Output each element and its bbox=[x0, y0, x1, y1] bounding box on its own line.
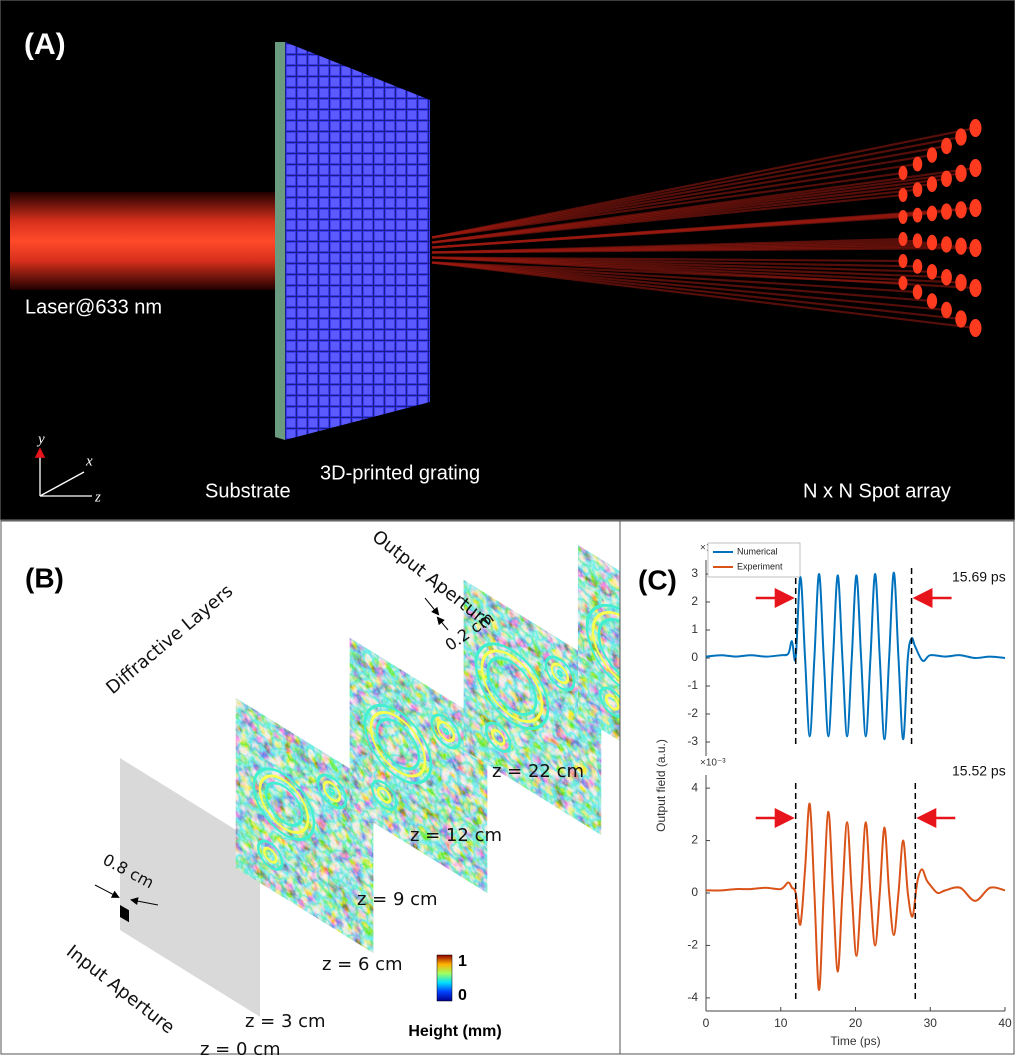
z-label: z = 12 cm bbox=[410, 825, 502, 846]
spot bbox=[955, 238, 966, 255]
substrate-label: Substrate bbox=[205, 480, 291, 502]
spot bbox=[970, 319, 982, 337]
spot bbox=[913, 259, 923, 274]
spot bbox=[955, 165, 966, 182]
spot bbox=[970, 199, 982, 217]
spot bbox=[899, 166, 908, 180]
spot bbox=[913, 208, 923, 223]
substrate-shape bbox=[275, 42, 285, 440]
spot bbox=[927, 264, 937, 280]
z-label: z = 3 cm bbox=[245, 1011, 326, 1032]
spot bbox=[913, 233, 923, 248]
spot bbox=[927, 176, 937, 192]
spot bbox=[927, 235, 937, 251]
spot bbox=[955, 201, 966, 218]
spot bbox=[899, 254, 908, 268]
panel-label: (A) bbox=[24, 28, 66, 61]
x-tick-label: 20 bbox=[849, 1016, 863, 1030]
spot bbox=[941, 269, 952, 285]
x-tick-label: 40 bbox=[998, 1016, 1012, 1030]
y-tick-label: 3 bbox=[691, 566, 698, 580]
spot bbox=[970, 119, 982, 137]
y-tick-label: -4 bbox=[687, 990, 698, 1004]
spot bbox=[970, 239, 982, 257]
colorbar-label: Height (mm) bbox=[408, 1023, 501, 1040]
axis-label: x bbox=[85, 453, 93, 469]
pulse-width-label: 15.69 ps bbox=[952, 569, 1006, 585]
y-tick-label: 0 bbox=[691, 650, 698, 664]
panel-label: (C) bbox=[638, 564, 677, 595]
y-tick-label: -1 bbox=[687, 678, 698, 692]
spot bbox=[927, 206, 937, 222]
y-exponent: ×10⁻³ bbox=[700, 758, 726, 769]
spot bbox=[899, 232, 908, 246]
spot bbox=[955, 310, 966, 327]
spot bbox=[927, 293, 937, 309]
figure: (A) Laser@633 nm Substrate 3D-printed gr… bbox=[0, 0, 1015, 1055]
z-label: z = 6 cm bbox=[322, 954, 403, 975]
colorbar bbox=[437, 955, 452, 1001]
laser-beam bbox=[10, 192, 282, 290]
spot bbox=[955, 128, 966, 145]
spot bbox=[955, 274, 966, 291]
spot bbox=[941, 302, 952, 318]
y-tick-label: 0 bbox=[691, 885, 698, 899]
y-tick-label: -3 bbox=[687, 734, 698, 748]
spot bbox=[970, 159, 982, 177]
z-label: z = 0 cm bbox=[200, 1039, 281, 1055]
colorbar-min: 0 bbox=[458, 987, 467, 1004]
y-axis-label: Output field (a.u.) bbox=[654, 739, 668, 832]
grating-shape bbox=[285, 42, 430, 440]
spot bbox=[913, 182, 923, 197]
spot bbox=[941, 138, 952, 154]
axis-label: y bbox=[36, 431, 45, 447]
x-tick-label: 0 bbox=[703, 1016, 710, 1030]
y-tick-label: 1 bbox=[691, 622, 698, 636]
legend-label: Numerical bbox=[737, 546, 778, 556]
z-label: z = 22 cm bbox=[492, 761, 584, 782]
spot bbox=[913, 157, 923, 172]
legend-label: Experiment bbox=[737, 561, 783, 571]
spot-array-label: N x N Spot array bbox=[803, 480, 951, 502]
y-tick-label: -2 bbox=[687, 706, 698, 720]
spot bbox=[970, 279, 982, 297]
y-tick-label: 2 bbox=[691, 833, 698, 847]
spot bbox=[927, 147, 937, 163]
pulse-width-label: 15.52 ps bbox=[952, 763, 1006, 779]
panel-label: (B) bbox=[25, 562, 64, 593]
x-tick-label: 10 bbox=[774, 1016, 788, 1030]
spot bbox=[899, 210, 908, 224]
spot bbox=[913, 285, 923, 300]
y-tick-label: 2 bbox=[691, 594, 698, 608]
spot bbox=[899, 188, 908, 202]
y-tick-label: -2 bbox=[687, 938, 698, 952]
x-tick-label: 30 bbox=[924, 1016, 938, 1030]
spot bbox=[941, 171, 952, 187]
colorbar-max: 1 bbox=[458, 953, 467, 970]
z-label: z = 9 cm bbox=[357, 889, 438, 910]
y-tick-label: 4 bbox=[691, 780, 698, 794]
spot bbox=[941, 203, 952, 219]
axis-label: z bbox=[94, 489, 101, 505]
laser-label: Laser@633 nm bbox=[25, 296, 162, 318]
x-axis-label: Time (ps) bbox=[830, 1034, 880, 1048]
spot bbox=[899, 276, 908, 290]
spot bbox=[941, 236, 952, 252]
grating-label: 3D-printed grating bbox=[320, 462, 480, 484]
